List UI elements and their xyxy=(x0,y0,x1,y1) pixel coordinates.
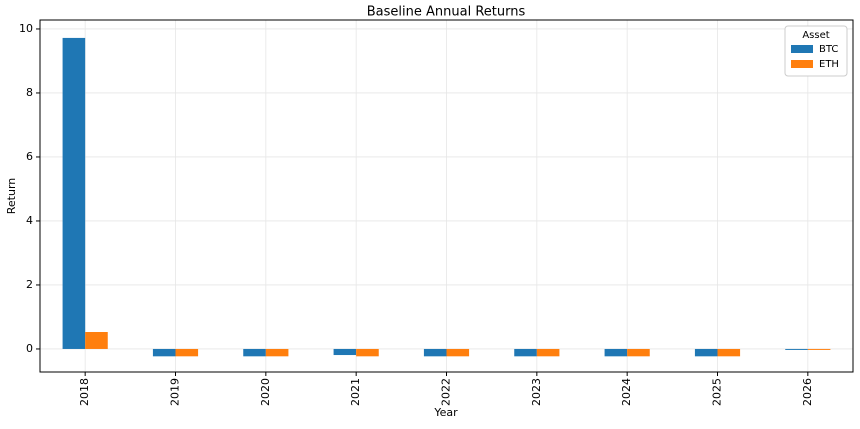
bar xyxy=(785,348,808,350)
x-tick-label: 2021 xyxy=(349,378,362,406)
x-tick-label: 2025 xyxy=(711,378,724,406)
bar xyxy=(694,348,718,357)
x-tick-label: 2022 xyxy=(440,378,453,406)
x-tick-label: 2026 xyxy=(801,378,814,406)
bar xyxy=(62,37,86,349)
legend-label: ETH xyxy=(819,59,839,70)
bar xyxy=(175,348,199,357)
y-tick-label: 0 xyxy=(26,342,33,355)
y-axis-label: Return xyxy=(5,178,18,215)
bar xyxy=(807,348,831,350)
bar xyxy=(265,348,289,357)
bar xyxy=(423,348,447,357)
legend-title: Asset xyxy=(802,30,829,41)
bar xyxy=(446,348,470,357)
x-tick-label: 2020 xyxy=(259,378,272,406)
x-tick-label: 2019 xyxy=(169,378,182,406)
x-axis-label: Year xyxy=(433,406,458,419)
bar xyxy=(536,348,560,357)
legend-swatch xyxy=(791,45,813,53)
bar xyxy=(514,348,537,357)
plot-frame xyxy=(39,19,854,373)
bar xyxy=(333,348,357,356)
x-tick-label: 2024 xyxy=(620,378,633,406)
legend-label: BTC xyxy=(819,44,838,55)
bar xyxy=(627,348,650,357)
bar xyxy=(356,348,379,357)
legend-swatch xyxy=(791,60,813,68)
y-tick-label: 10 xyxy=(19,22,33,35)
bar xyxy=(152,348,176,357)
bar xyxy=(717,348,741,357)
x-tick-label: 2023 xyxy=(530,378,543,406)
bar xyxy=(85,332,108,349)
x-tick-label: 2018 xyxy=(78,378,91,406)
bar xyxy=(243,348,266,357)
chart-title: Baseline Annual Returns xyxy=(367,5,526,20)
y-tick-label: 8 xyxy=(26,86,33,99)
y-tick-label: 2 xyxy=(26,278,33,291)
bar xyxy=(604,348,628,357)
y-tick-label: 4 xyxy=(26,214,33,227)
y-tick-label: 6 xyxy=(26,150,33,163)
